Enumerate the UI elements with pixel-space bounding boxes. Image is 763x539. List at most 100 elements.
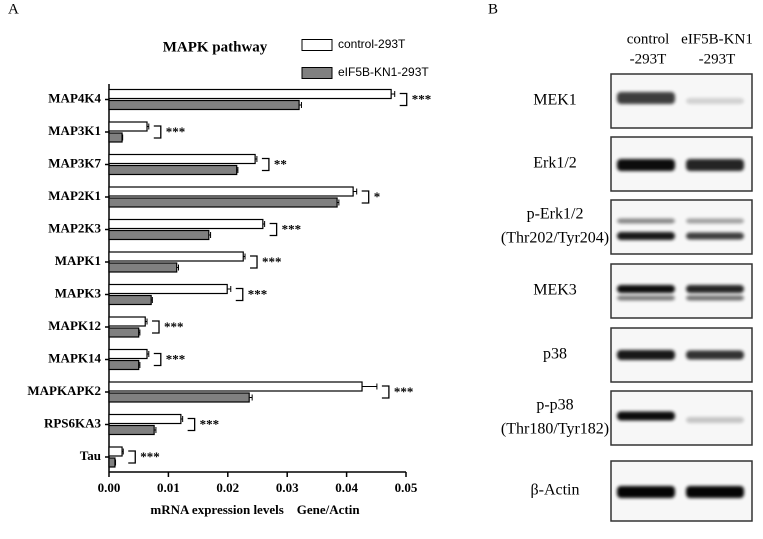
y-tick-label: MAPK3: [55, 285, 102, 300]
bar: [108, 218, 264, 230]
x-axis-label: mRNA expression levels Gene/Actin: [150, 502, 360, 517]
panel-label: A: [8, 1, 19, 17]
error-bar: [255, 156, 258, 162]
significance-label: ***: [166, 351, 186, 366]
bar: [108, 251, 244, 262]
error-bar: [154, 427, 157, 433]
bar: [108, 413, 182, 425]
blot-band: [617, 92, 675, 104]
blot-row-label: p38: [543, 346, 567, 363]
bar: [108, 99, 300, 111]
error-bar: [262, 221, 266, 227]
blot-band: [686, 285, 744, 293]
lane-label: -293T: [630, 51, 667, 67]
bar: [108, 457, 116, 468]
chart-title: MAPK pathway: [163, 39, 268, 55]
x-tick-label: 0.03: [276, 480, 299, 495]
bar: [108, 186, 354, 197]
significance-bracket: [381, 385, 390, 399]
error-bar: [249, 394, 253, 401]
bar: [108, 164, 238, 176]
significance-label: ***: [248, 286, 268, 301]
y-tick-label: Tau: [80, 448, 101, 463]
x-tick-label: 0.01: [157, 480, 180, 495]
blot-row-label: MEK1: [533, 92, 577, 109]
blot-band: [617, 411, 675, 421]
error-bar: [114, 459, 117, 466]
legend-label: eIF5B-KN1-293T: [338, 65, 429, 79]
blot-band: [617, 232, 675, 240]
y-tick-label: RPS6KA3: [44, 415, 102, 430]
lane-label: -293T: [699, 51, 736, 67]
error-bar: [147, 351, 150, 357]
blot-row-label: (Thr180/Tyr182): [501, 421, 609, 438]
significance-bracket: [187, 417, 196, 432]
error-bar: [145, 318, 148, 325]
error-bar: [122, 448, 124, 455]
x-tick-label: 0.04: [335, 480, 358, 495]
blot-band: [686, 98, 744, 104]
significance-label: ***: [140, 449, 160, 464]
legend-swatch: [301, 67, 333, 79]
blot-frame: [610, 199, 753, 255]
lane-label: control: [627, 31, 670, 47]
error-bar: [151, 297, 153, 303]
error-bar: [337, 199, 340, 206]
y-tick-label: MAPK14: [48, 350, 101, 365]
y-tick-label: MAP3K1: [48, 123, 101, 138]
bar: [108, 327, 140, 338]
bar: [108, 283, 228, 295]
bar: [108, 424, 155, 436]
error-bar: [362, 383, 378, 390]
error-bar: [299, 102, 302, 108]
y-tick-label: MAPK12: [48, 318, 101, 333]
error-bar: [122, 134, 124, 141]
bar: [108, 132, 123, 143]
blot-band: [617, 350, 675, 360]
blot-row-label: β-Actin: [530, 482, 579, 499]
significance-bracket: [361, 190, 370, 204]
significance-bracket: [399, 92, 408, 107]
blot-row-label: p-p38: [536, 397, 573, 414]
error-bar: [243, 253, 246, 260]
significance-label: ***: [394, 384, 414, 399]
significance-bracket: [235, 287, 244, 302]
significance-label: *: [374, 189, 381, 204]
significance-label: ***: [412, 91, 432, 106]
x-tick-label: 0.00: [98, 480, 121, 495]
blot-band: [686, 218, 744, 224]
blot-band: [686, 350, 744, 360]
error-bar: [176, 264, 179, 271]
significance-bracket: [153, 352, 162, 367]
bar: [108, 88, 392, 100]
significance-label: ***: [164, 319, 184, 334]
significance-bracket: [261, 157, 270, 172]
y-tick-label: MAP4K4: [48, 90, 101, 105]
error-bar: [208, 232, 212, 238]
significance-bracket: [269, 222, 278, 237]
error-bar: [353, 188, 358, 195]
legend-swatch: [301, 39, 333, 51]
error-bar: [236, 167, 239, 173]
bar: [108, 392, 250, 403]
blot-band: [617, 285, 675, 293]
blot-band: [617, 159, 675, 171]
bar: [108, 316, 146, 327]
significance-bracket: [250, 255, 258, 269]
bar: [108, 381, 363, 392]
error-bar: [391, 91, 396, 97]
blot-band: [686, 417, 744, 423]
lane-label: eIF5B-KN1: [681, 31, 753, 47]
bar: [108, 348, 148, 360]
error-bar: [227, 286, 232, 292]
legend-label: control-293T: [338, 37, 406, 51]
bar: [108, 359, 140, 371]
significance-label: **: [274, 156, 287, 171]
bar: [108, 446, 123, 457]
x-tick-label: 0.05: [395, 480, 418, 495]
significance-label: ***: [262, 254, 282, 269]
significance-label: ***: [166, 124, 186, 139]
error-bar: [180, 416, 184, 422]
y-tick-label: MAPK1: [55, 253, 101, 268]
blot-row-label: MEK3: [533, 282, 577, 299]
